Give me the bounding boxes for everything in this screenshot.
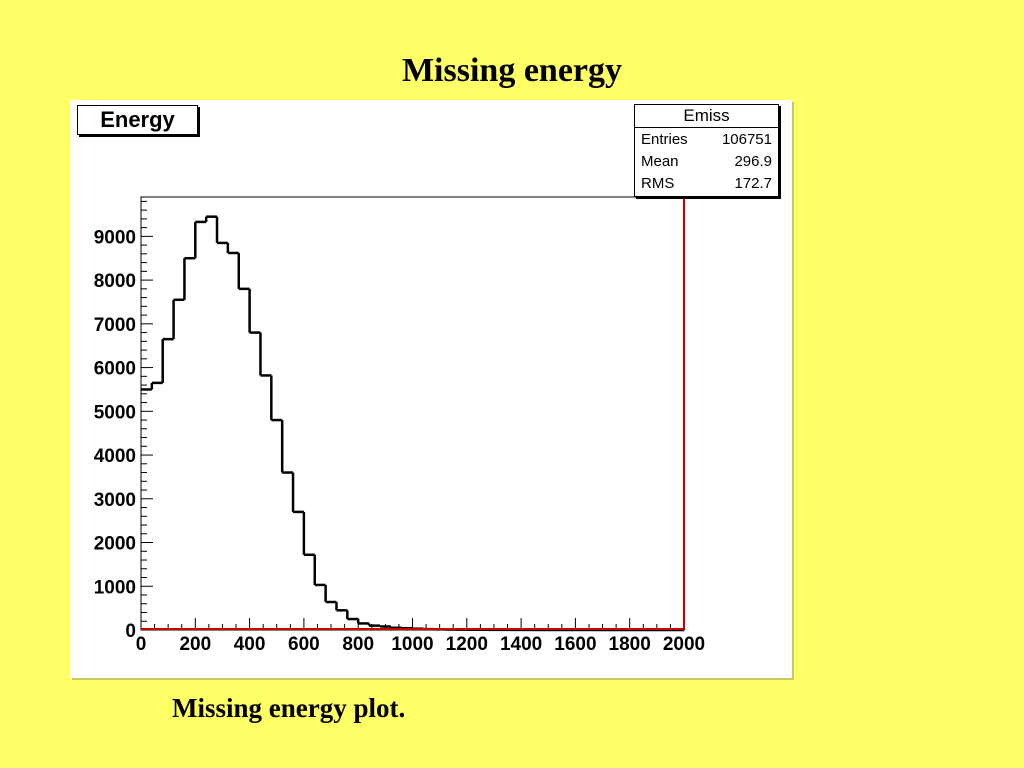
x-tick-label: 1800	[609, 634, 651, 655]
plot-canvas: 0 1000 2000 3000 4000 5000 6000 7000 8000 9000 0 2…	[70, 100, 792, 678]
histogram-plot: 0 1000 2000 3000 4000 5000 6000 7000 8000 9000 0 2…	[94, 196, 705, 655]
y-tick-label: 8000	[94, 271, 136, 292]
histogram-bin	[313, 554, 326, 587]
x-tick-label: 1400	[500, 634, 542, 655]
histogram-bin	[194, 220, 207, 259]
histogram-bin	[280, 420, 294, 474]
x-tick-label: 400	[234, 634, 266, 655]
histogram-bin	[150, 381, 163, 390]
histogram-bin	[378, 625, 391, 628]
histogram-bin	[226, 242, 239, 255]
histogram-bin	[367, 623, 380, 627]
histogram-bin	[237, 252, 250, 291]
histogram-bin	[172, 298, 185, 340]
y-tick-label: 0	[125, 621, 136, 642]
histogram-title: Energy	[77, 105, 198, 135]
stats-value: 296.9	[734, 153, 772, 170]
slide-caption: Missing energy plot.	[172, 693, 406, 723]
x-tick-label: 200	[179, 634, 211, 655]
stats-value: 172.7	[734, 175, 772, 192]
y-tick-label: 7000	[94, 315, 136, 336]
histogram-bin	[270, 375, 283, 422]
histogram-bin	[335, 602, 348, 612]
histogram-bin	[248, 288, 261, 334]
slide-title: Missing energy	[401, 52, 623, 89]
histogram-bin	[183, 256, 196, 300]
stats-label: RMS	[641, 175, 675, 192]
histogram-bin	[356, 619, 370, 625]
histogram-bin	[389, 626, 402, 630]
y-tick-label: 2000	[94, 534, 136, 555]
x-tick-label: 2000	[663, 634, 705, 655]
histogram-bin	[291, 472, 304, 514]
x-tick-label: 1000	[391, 634, 433, 655]
histogram-bin	[302, 511, 315, 557]
stats-label: Entries	[641, 131, 688, 148]
stats-row-mean: Mean 296.9	[635, 150, 778, 172]
y-tick-label: 3000	[94, 490, 136, 511]
stats-row-entries: Entries 106751	[635, 128, 778, 150]
x-tick-label: 1600	[554, 634, 596, 655]
x-tick-label: 800	[342, 634, 374, 655]
y-tick-label: 9000	[94, 227, 136, 248]
histogram-bin	[346, 610, 359, 621]
histogram-bin	[204, 215, 218, 222]
stats-row-rms: RMS 172.7	[635, 172, 778, 194]
histogram-bin	[259, 332, 272, 377]
stats-label: Mean	[641, 153, 679, 170]
stats-value: 106751	[721, 131, 772, 148]
stats-box: Emiss Entries 106751 Mean 296.9 RMS 172.…	[634, 104, 779, 197]
y-tick-label: 6000	[94, 359, 136, 380]
histogram-bin	[161, 337, 174, 383]
y-tick-label: 5000	[94, 402, 136, 423]
x-tick-label: 1200	[446, 634, 488, 655]
y-tick-label: 1000	[94, 577, 136, 598]
histogram-bin	[324, 584, 337, 604]
y-tick-label: 4000	[94, 446, 136, 467]
x-tick-label: 0	[136, 634, 147, 655]
x-tick-label: 600	[288, 634, 320, 655]
histogram-bin	[215, 216, 228, 245]
stats-name: Emiss	[635, 105, 778, 128]
plot-frame	[140, 196, 685, 631]
